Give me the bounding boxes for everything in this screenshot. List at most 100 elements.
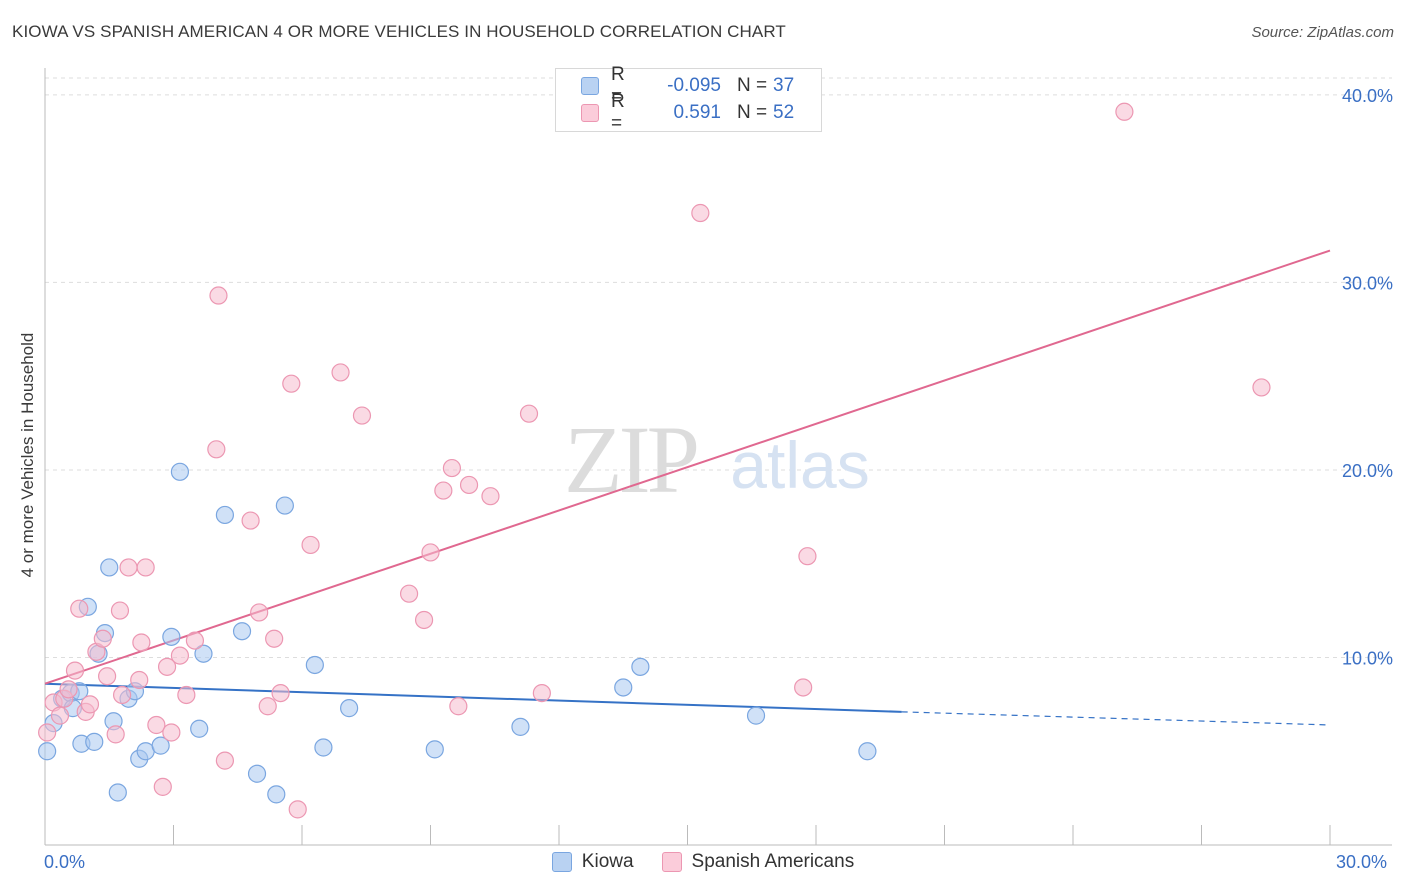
spanish-point xyxy=(1115,102,1134,121)
spanish-point xyxy=(59,680,78,699)
kiowa-point xyxy=(425,740,444,759)
legend-row-kiowa: R = -0.095 N = 37 xyxy=(581,64,794,107)
spanish-point xyxy=(38,723,57,742)
spanish-point xyxy=(147,715,166,735)
spanish-point xyxy=(132,633,151,652)
spanish-point xyxy=(50,706,70,725)
kiowa-n-label: N = xyxy=(737,75,768,96)
y-tick-label: 10.0% xyxy=(1342,648,1393,668)
spanish-point xyxy=(331,363,350,382)
spanish-point xyxy=(153,777,172,796)
spanish-n-value: 52 xyxy=(773,102,795,123)
series-legend: Kiowa Spanish Americans xyxy=(0,851,1406,873)
legend-item-kiowa[interactable]: Kiowa xyxy=(551,851,634,873)
kiowa-point xyxy=(858,742,877,761)
spanish-point xyxy=(271,684,290,703)
spanish-legend-label: Spanish Americans xyxy=(691,851,855,872)
x-tick-max: 30.0% xyxy=(1336,852,1388,872)
kiowa-point xyxy=(247,764,267,783)
spanish-point xyxy=(265,629,284,648)
kiowa-legend-label: Kiowa xyxy=(581,851,634,872)
spanish-point xyxy=(80,695,100,714)
spanish-point xyxy=(136,558,155,577)
spanish-point xyxy=(70,599,89,618)
spanish-point xyxy=(282,374,301,393)
kiowa-r-value: -0.095 xyxy=(667,75,721,96)
spanish-point xyxy=(170,646,190,665)
y-tick-labels: 10.0% 20.0% 30.0% 40.0% xyxy=(1342,86,1393,669)
kiowa-point xyxy=(305,655,324,675)
source-credit: Source: ZipAtlas.com xyxy=(1251,24,1394,41)
spanish-point xyxy=(352,406,372,425)
kiowa-legend-swatch xyxy=(551,852,572,872)
spanish-r-value: 0.591 xyxy=(673,102,721,123)
kiowa-point xyxy=(170,462,190,481)
axes xyxy=(44,68,1392,846)
spanish-point xyxy=(258,697,277,716)
spanish-point xyxy=(250,603,269,622)
x-tick-min: 0.0% xyxy=(44,852,86,872)
kiowa-point xyxy=(162,627,181,646)
spanish-point xyxy=(691,203,710,223)
spanish-swatch xyxy=(581,104,599,122)
kiowa-point xyxy=(746,706,766,725)
kiowa-point xyxy=(151,736,170,755)
kiowa-point xyxy=(511,717,530,736)
spanish-point xyxy=(215,751,234,770)
watermark-zip: ZIP xyxy=(564,406,697,513)
kiowa-swatch xyxy=(581,77,599,95)
kiowa-r-label: R = xyxy=(611,64,625,107)
kiowa-point xyxy=(194,644,213,663)
kiowa-point xyxy=(38,742,57,761)
kiowa-point xyxy=(100,558,119,577)
spanish-point xyxy=(106,725,125,744)
spanish-point xyxy=(481,487,500,506)
spanish-point xyxy=(449,697,468,716)
spanish-point xyxy=(519,404,539,423)
spanish-point xyxy=(421,543,440,562)
correlation-legend: R = -0.095 N = 37 R = 0.591 N = 52 xyxy=(555,64,822,134)
kiowa-point xyxy=(340,699,359,718)
spanish-point xyxy=(65,661,85,680)
spanish-point xyxy=(459,475,479,495)
spanish-point xyxy=(157,657,177,676)
spanish-point xyxy=(442,458,462,478)
kiowa-point xyxy=(108,783,127,802)
y-tick-label: 30.0% xyxy=(1342,273,1393,293)
kiowa-point xyxy=(314,738,333,757)
spanish-point xyxy=(119,558,138,577)
spanish-legend-swatch xyxy=(661,852,682,872)
spanish-point xyxy=(98,667,117,686)
kiowa-point xyxy=(232,622,252,641)
spanish-point xyxy=(177,685,196,705)
data-points xyxy=(38,102,1271,819)
spanish-point xyxy=(130,670,149,690)
spanish-trend-line xyxy=(44,249,1331,685)
spanish-point xyxy=(794,678,813,697)
spanish-point xyxy=(288,800,307,819)
legend-item-spanish[interactable]: Spanish Americans xyxy=(661,851,855,873)
kiowa-point xyxy=(190,719,209,738)
spanish-point xyxy=(798,547,817,566)
spanish-r-label: R = xyxy=(611,91,625,134)
spanish-n-label: N = xyxy=(737,102,768,123)
spanish-point xyxy=(162,723,181,742)
y-tick-label: 20.0% xyxy=(1342,461,1393,481)
legend-row-spanish: R = 0.591 N = 52 xyxy=(581,91,795,134)
y-tick-label: 40.0% xyxy=(1342,86,1393,106)
spanish-point xyxy=(110,601,130,620)
spanish-point xyxy=(241,511,260,530)
kiowa-point xyxy=(614,678,633,697)
kiowa-trend-line xyxy=(44,682,902,713)
spanish-point xyxy=(185,631,205,650)
kiowa-point xyxy=(267,785,286,804)
spanish-point xyxy=(414,610,434,630)
spanish-point xyxy=(434,481,453,500)
kiowa-point xyxy=(85,732,104,751)
watermark-atlas: atlas xyxy=(730,428,869,502)
spanish-point xyxy=(532,684,551,703)
spanish-point xyxy=(301,535,320,555)
kiowa-point xyxy=(275,496,294,515)
spanish-point xyxy=(207,440,226,459)
zipatlas-watermark: ZIP atlas xyxy=(564,406,870,513)
